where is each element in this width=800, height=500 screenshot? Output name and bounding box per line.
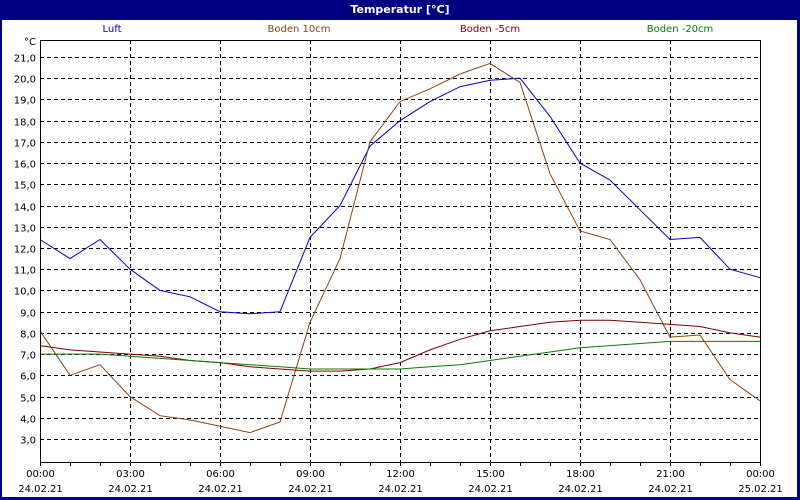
y-tick-label: 9,0: [20, 309, 36, 320]
y-tick-label: 21,0: [14, 54, 36, 65]
x-tick-time: 21:00: [656, 469, 685, 480]
y-tick-label: 20,0: [14, 75, 36, 86]
series-line: [39, 77, 761, 315]
x-tick-time: 00:00: [26, 469, 55, 480]
x-tick-date: 25.02.21: [738, 484, 783, 495]
y-tick-label: 11,0: [14, 266, 36, 277]
x-tick-date: 24.02.21: [18, 484, 63, 495]
y-tick-label: 5,0: [20, 394, 36, 405]
x-tick-time: 09:00: [296, 469, 325, 480]
y-tick-label: 17,0: [14, 139, 36, 150]
x-tick-date: 24.02.21: [558, 484, 603, 495]
x-tick-time: 18:00: [566, 469, 595, 480]
series-line: [40, 340, 760, 370]
y-tick-label: 10,0: [14, 287, 36, 298]
legend-item: Boden -20cm: [646, 24, 714, 35]
chart-title: Temperatur [°C]: [350, 3, 450, 16]
x-tick-time: 00:00: [746, 469, 775, 480]
x-tick-date: 24.02.21: [198, 484, 243, 495]
y-tick-label: 4,0: [20, 415, 36, 426]
x-tick-date: 24.02.21: [108, 484, 153, 495]
y-tick-label: 18,0: [14, 118, 36, 129]
y-tick-label: 7,0: [20, 351, 36, 362]
plot-frame: [40, 40, 761, 463]
y-tick-label: 8,0: [20, 330, 36, 341]
series-line: [39, 62, 761, 434]
x-tick-time: 12:00: [386, 469, 415, 480]
legend-item: Boden -5cm: [459, 24, 521, 35]
x-tick-time: 15:00: [476, 469, 505, 480]
y-tick-label: 15,0: [14, 181, 36, 192]
y-tick-label: 13,0: [14, 224, 36, 235]
y-tick-label: 12,0: [14, 245, 36, 256]
x-tick-time: 03:00: [116, 469, 145, 480]
x-tick-date: 24.02.21: [648, 484, 693, 495]
x-tick-date: 24.02.21: [468, 484, 513, 495]
x-tick-date: 24.02.21: [378, 484, 423, 495]
y-tick-label: 3,0: [20, 436, 36, 447]
legend-item: Boden 10cm: [267, 24, 331, 35]
legend-item: Luft: [102, 24, 122, 35]
y-tick-label: 14,0: [14, 203, 36, 214]
y-tick-label: 16,0: [14, 160, 36, 171]
x-tick-time: 06:00: [206, 469, 235, 480]
series-line: [39, 319, 761, 372]
y-tick-label: 19,0: [14, 96, 36, 107]
y-tick-label: 6,0: [20, 372, 36, 383]
y-axis-unit: °C: [24, 37, 36, 48]
x-tick-date: 24.02.21: [288, 484, 333, 495]
